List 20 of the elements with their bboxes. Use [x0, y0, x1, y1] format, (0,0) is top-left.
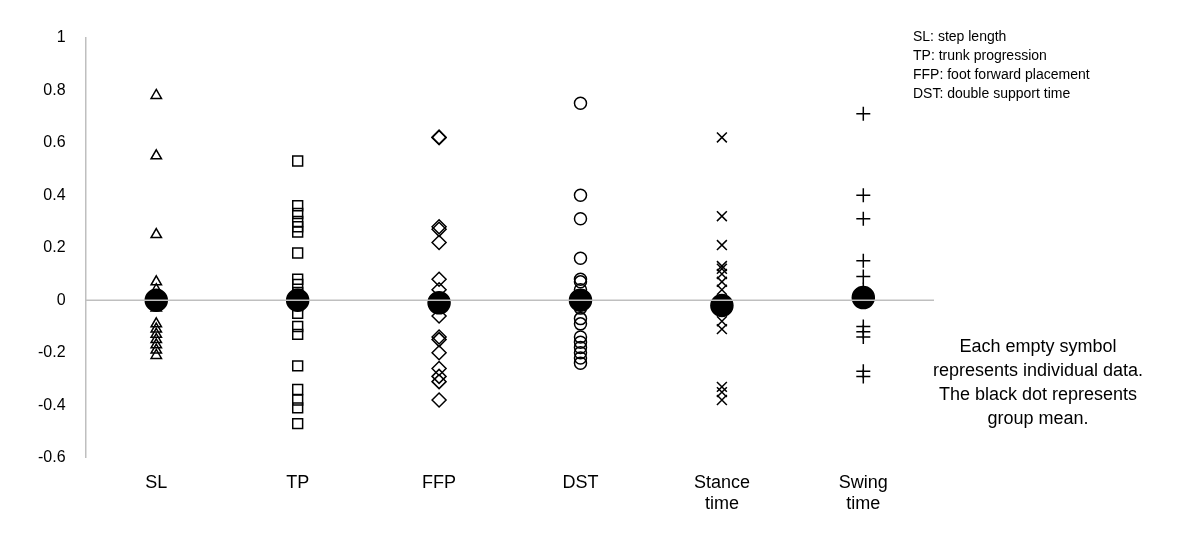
- annotation: Each empty symbol represents individual data. The black dot represents group mean.: [932, 335, 1144, 428]
- y-tick-label: -0.4: [37, 395, 66, 413]
- x-tick-label: Swing time: [838, 471, 888, 514]
- x-tick-label: SL: [145, 471, 168, 492]
- x-tick-label: DST: [562, 471, 599, 492]
- y-tick-label: 0.4: [43, 185, 66, 203]
- y-tick-label: -0.2: [37, 343, 66, 361]
- y-tick-label: 0.8: [43, 80, 66, 98]
- y-tick-label: -0.6: [37, 448, 66, 466]
- annotation: TP: trunk progression: [913, 46, 1047, 63]
- annotation: SL: step length: [913, 27, 1007, 44]
- annotation: DST: double support time: [913, 84, 1071, 101]
- y-tick-label: 0.2: [43, 238, 66, 256]
- y-tick-label: 1: [56, 28, 66, 46]
- x-tick-label: TP: [286, 471, 310, 492]
- x-tick-label: FFP: [422, 471, 457, 492]
- x-tick-label: Stance time: [693, 471, 750, 514]
- y-tick-label: 0.6: [43, 133, 66, 151]
- annotation: FFP: foot forward placement: [913, 65, 1090, 82]
- y-tick-label: 0: [56, 290, 66, 308]
